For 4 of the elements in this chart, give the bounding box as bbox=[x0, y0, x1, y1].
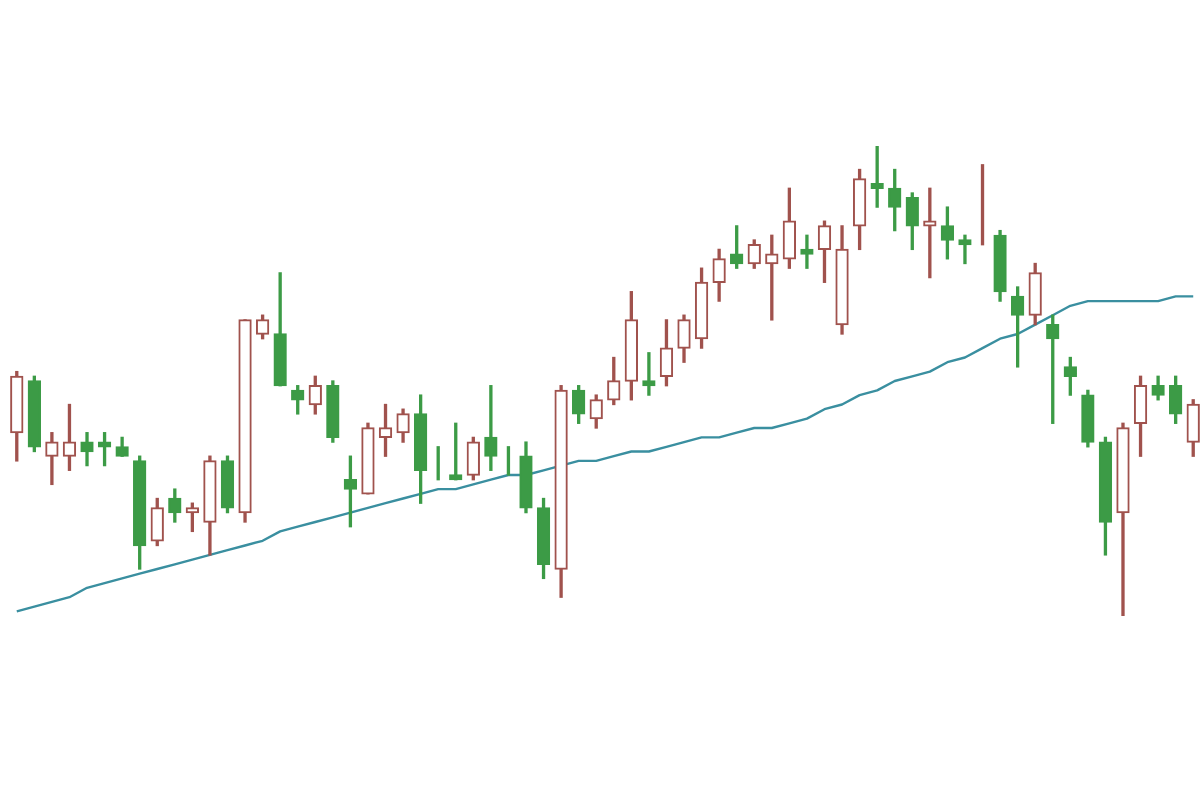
candlestick bbox=[642, 352, 656, 396]
candlestick bbox=[958, 234, 972, 265]
candlestick bbox=[484, 385, 498, 471]
candlestick bbox=[800, 234, 814, 269]
